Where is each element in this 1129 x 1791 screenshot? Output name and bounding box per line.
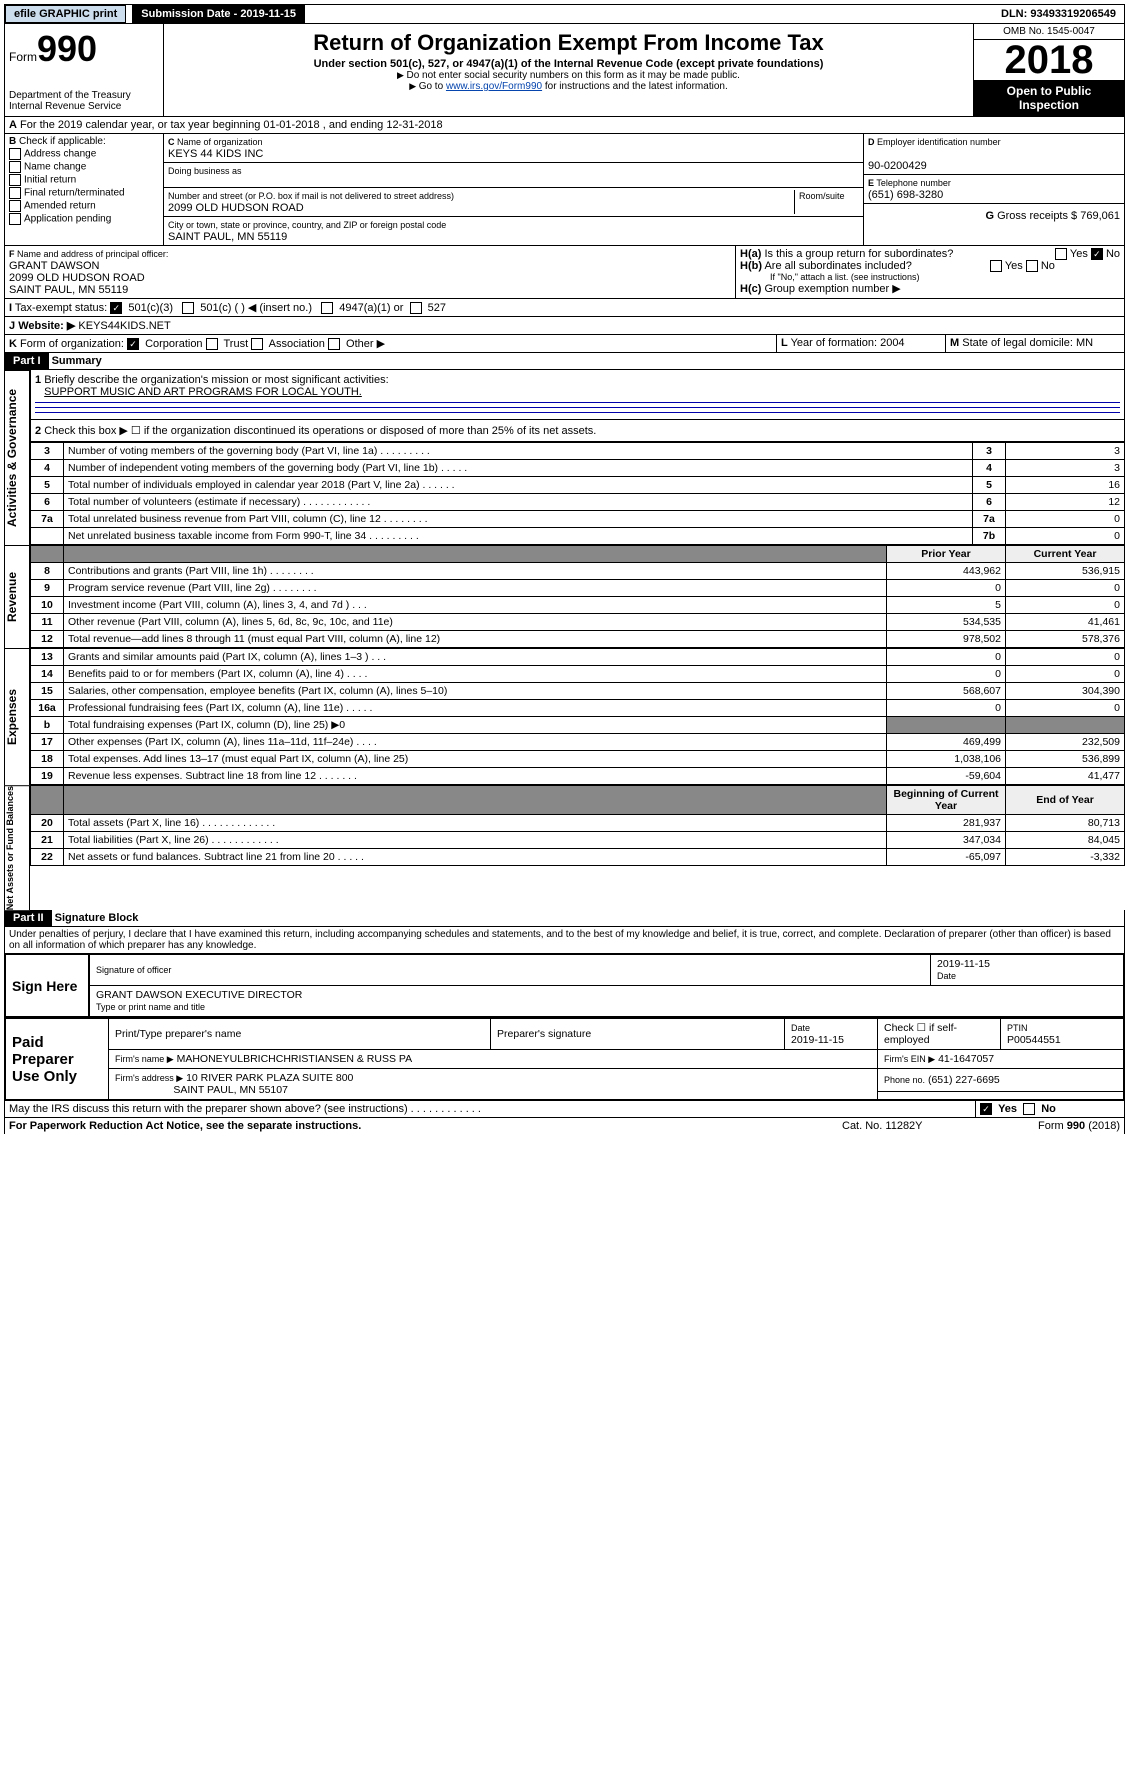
check-if-applicable: B Check if applicable: Address change Na…: [5, 134, 164, 245]
org-name: KEYS 44 KIDS INC: [168, 148, 263, 160]
part-1-label: Part I: [5, 353, 49, 369]
ptin: P00544551: [1007, 1034, 1061, 1046]
revenue-table: Prior YearCurrent Year8Contributions and…: [30, 545, 1125, 648]
paid-preparer-block: Paid Preparer Use Only Print/Type prepar…: [4, 1018, 1125, 1101]
expenses-sidebar: Expenses: [4, 648, 30, 785]
penalty-text: Under penalties of perjury, I declare th…: [4, 927, 1125, 954]
website: KEYS44KIDS.NET: [78, 320, 170, 332]
form-note-1: Do not enter social security numbers on …: [168, 70, 969, 81]
org-city: SAINT PAUL, MN 55119: [168, 231, 287, 243]
revenue-sidebar: Revenue: [4, 545, 30, 648]
part-2-label: Part II: [5, 910, 52, 926]
net-table: Beginning of Current YearEnd of Year20To…: [30, 785, 1125, 866]
mission-text: SUPPORT MUSIC AND ART PROGRAMS FOR LOCAL…: [44, 386, 362, 398]
net-sidebar: Net Assets or Fund Balances: [4, 785, 30, 910]
form-footer: Form 990 (2018): [986, 1118, 1124, 1134]
org-address: 2099 OLD HUDSON ROAD: [168, 202, 304, 214]
dln-label: DLN: 93493319206549: [993, 6, 1124, 22]
501c3-checkbox[interactable]: [110, 302, 122, 314]
pra-notice: For Paperwork Reduction Act Notice, see …: [5, 1118, 838, 1134]
state-domicile: MN: [1076, 337, 1093, 349]
year-formed: 2004: [880, 337, 904, 349]
form-header: Form990 Department of the Treasury Inter…: [4, 24, 1125, 117]
org-info-block: B Check if applicable: Address change Na…: [4, 134, 1125, 246]
form-note-2: Go to www.irs.gov/Form990 for instructio…: [168, 81, 969, 92]
firm-ein: 41-1647057: [938, 1053, 994, 1065]
form-title: Return of Organization Exempt From Incom…: [168, 30, 969, 56]
discuss-yes-checkbox[interactable]: [980, 1103, 992, 1115]
open-inspection-badge: Open to Public Inspection: [974, 80, 1124, 116]
governance-sidebar: Activities & Governance: [4, 370, 30, 545]
form-number: 990: [37, 28, 97, 69]
dept-label: Department of the Treasury Internal Reve…: [9, 90, 159, 112]
cat-no: Cat. No. 11282Y: [838, 1118, 986, 1134]
phone: (651) 698-3280: [868, 189, 943, 201]
signature-block: Sign Here Signature of officer 2019-11-1…: [4, 954, 1125, 1018]
firm-phone: (651) 227-6695: [928, 1074, 1000, 1086]
submission-date-label: Submission Date - 2019-11-15: [132, 5, 305, 23]
gross-receipts: 769,061: [1080, 210, 1120, 222]
form-subtitle: Under section 501(c), 527, or 4947(a)(1)…: [168, 58, 969, 70]
expenses-table: 13Grants and similar amounts paid (Part …: [30, 648, 1125, 785]
ein: 90-0200429: [868, 160, 927, 172]
firm-name: MAHONEYULBRICHCHRISTIANSEN & RUSS PA: [177, 1053, 413, 1065]
form-prefix: Form: [9, 50, 37, 64]
tax-year: 2018: [974, 40, 1124, 80]
governance-table: 3Number of voting members of the governi…: [30, 442, 1125, 545]
irs-link[interactable]: www.irs.gov/Form990: [446, 81, 542, 92]
efile-button[interactable]: efile GRAPHIC print: [5, 5, 126, 23]
principal-officer: GRANT DAWSON 2099 OLD HUDSON ROAD SAINT …: [9, 260, 145, 296]
firm-address: 10 RIVER PARK PLAZA SUITE 800: [186, 1072, 353, 1084]
period-line: A For the 2019 calendar year, or tax yea…: [5, 117, 1124, 133]
officer-name: GRANT DAWSON EXECUTIVE DIRECTOR: [96, 989, 302, 1001]
group-return-block: H(a) Is this a group return for subordin…: [736, 246, 1124, 298]
top-bar: efile GRAPHIC print Submission Date - 20…: [4, 4, 1125, 24]
